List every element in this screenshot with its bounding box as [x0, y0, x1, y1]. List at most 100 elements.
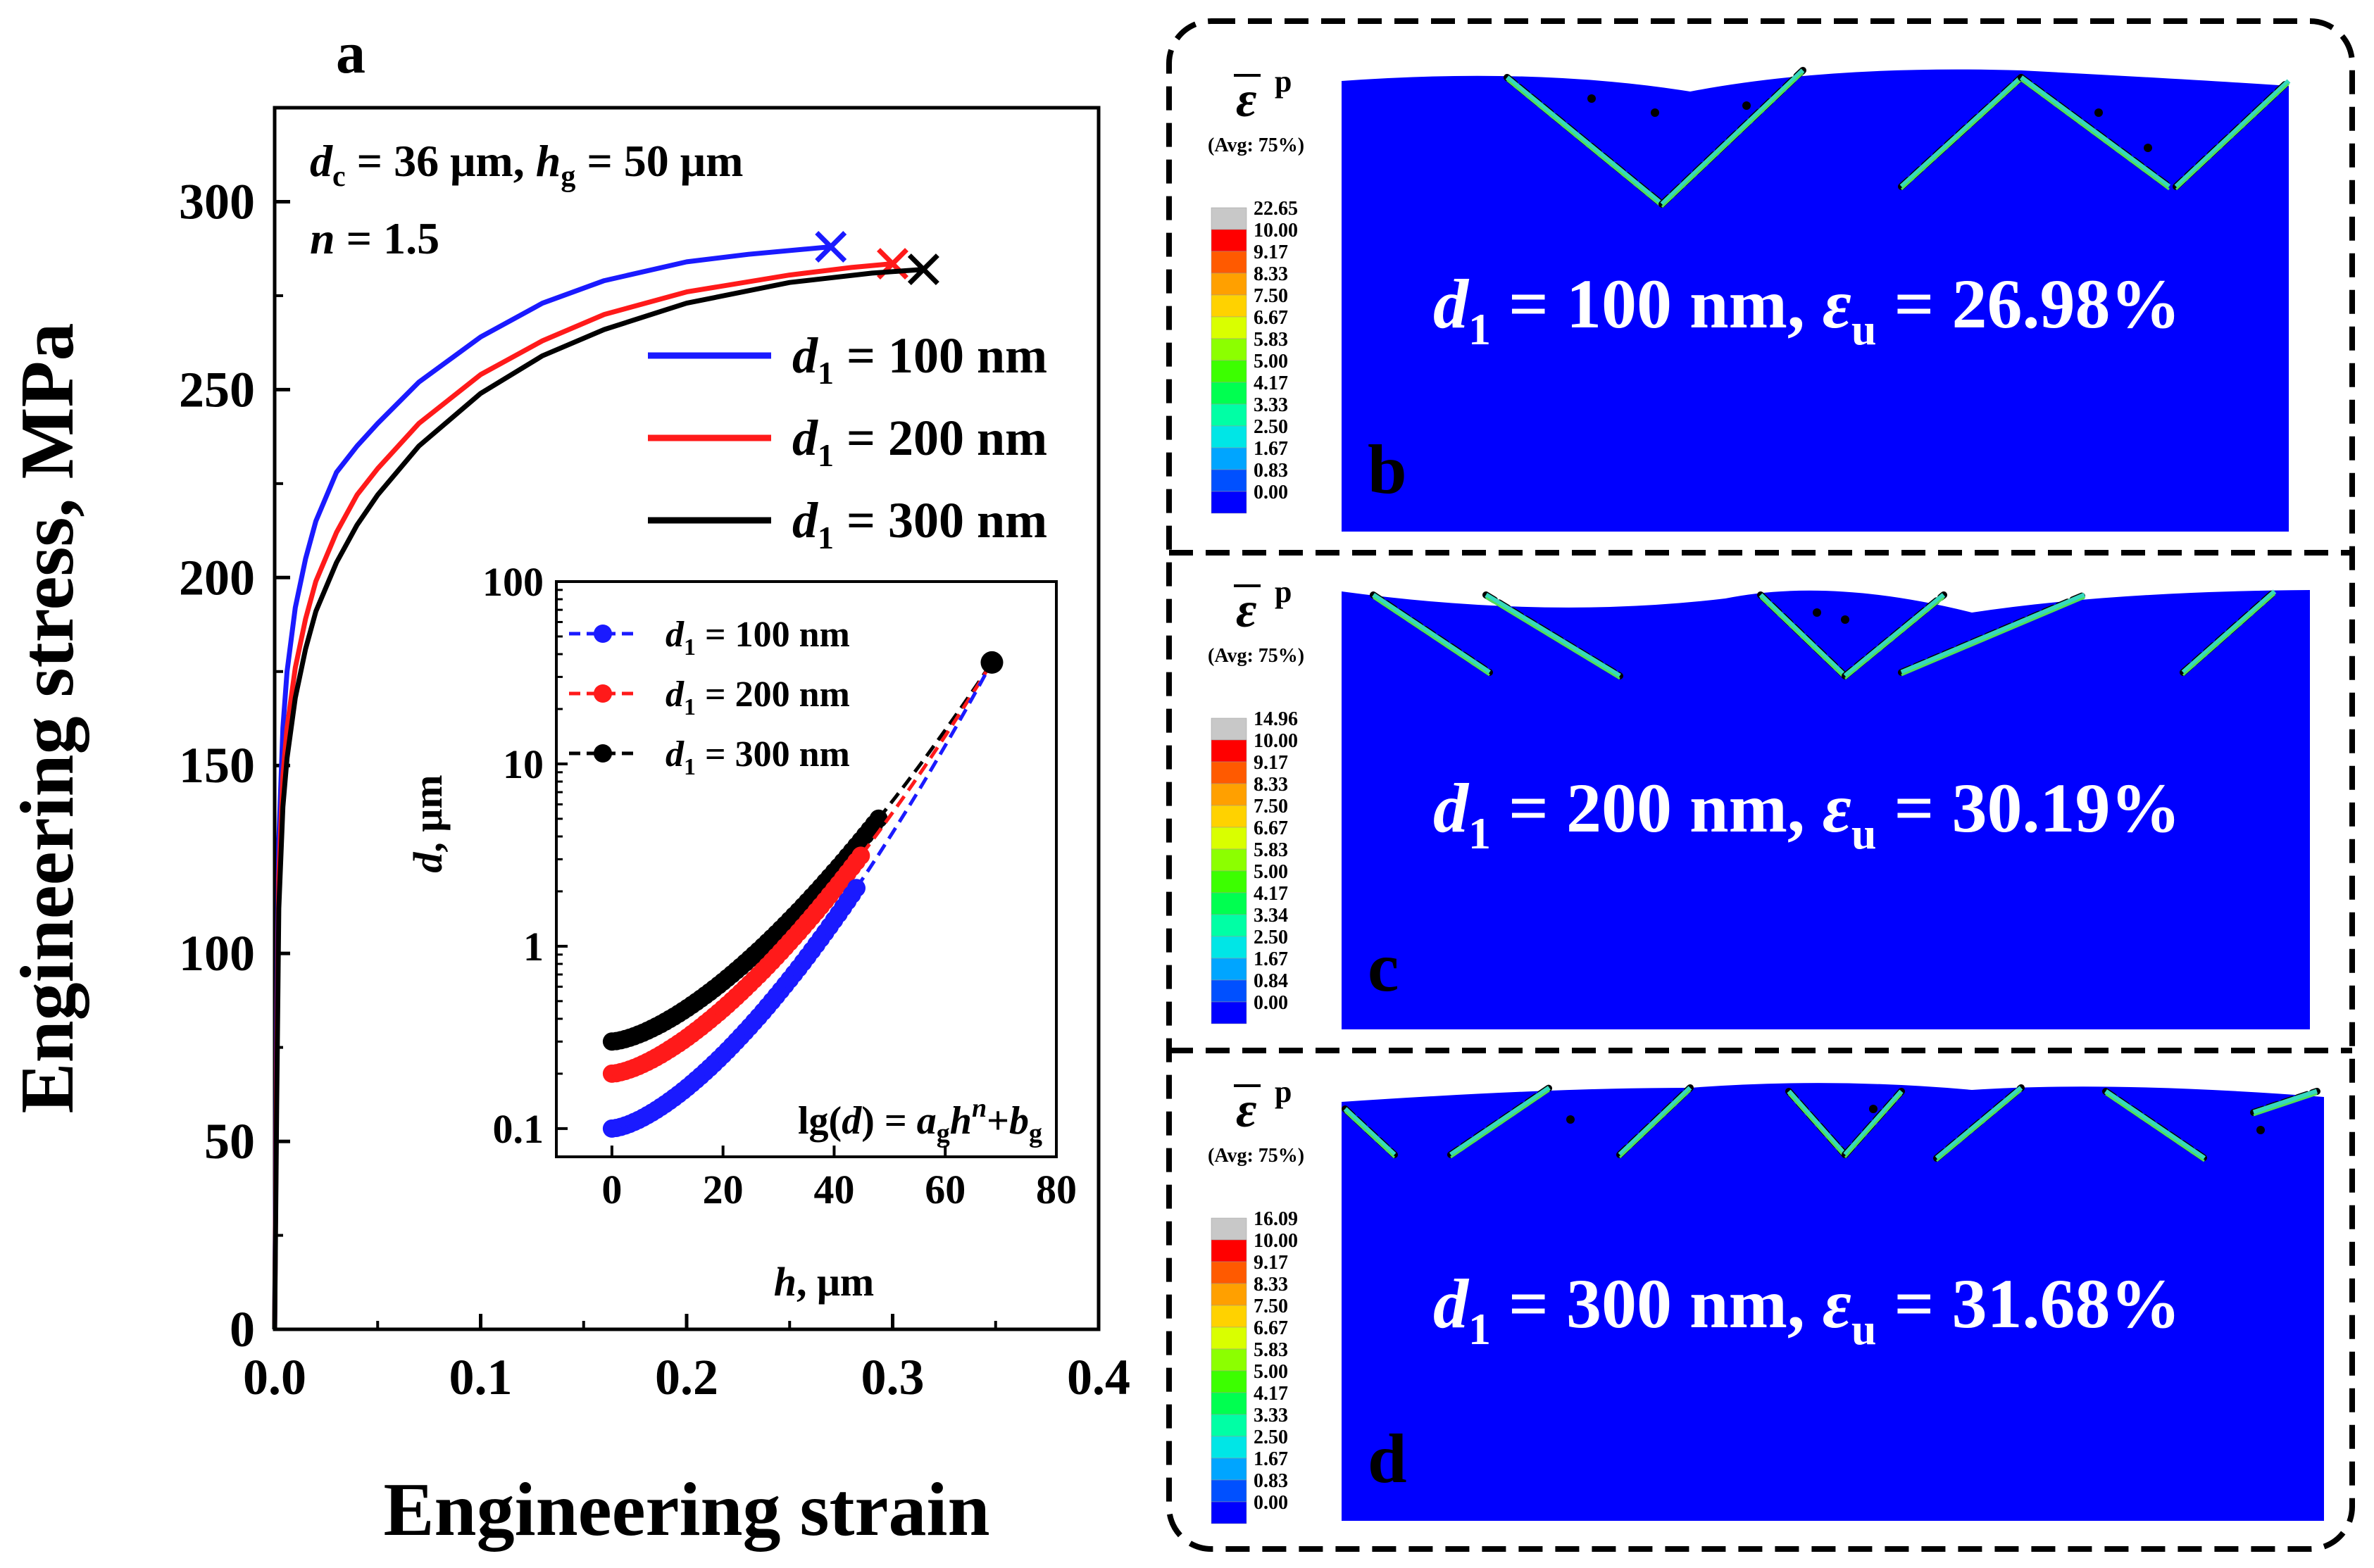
result-var: d [1433, 1265, 1470, 1343]
anno-var-n: n [310, 213, 335, 263]
inset-legend-marker-1 [594, 625, 612, 643]
inset-legend-label-3: d1 = 300 nm [666, 734, 850, 780]
formula-h-sup: n [972, 1093, 987, 1123]
inset-x-tick-label: 40 [813, 1167, 854, 1212]
colorbar-swatch [1211, 1392, 1247, 1415]
crack-core [1936, 1089, 2022, 1162]
y-tick-label: 200 [179, 549, 255, 606]
inset-point [847, 879, 866, 898]
colorbar-value: 2.50 [1254, 1426, 1288, 1448]
colorbar-value: 6.67 [1254, 1317, 1288, 1339]
legend-text: = 300 nm [834, 492, 1047, 548]
colorbar-swatch [1211, 1479, 1247, 1503]
legend-sub: 1 [818, 520, 834, 556]
legend-label-2: d1 = 200 nm [792, 410, 1047, 473]
panel-label-c: c [1368, 928, 1399, 1006]
colorbar-swatch [1211, 316, 1247, 339]
crack-band [1343, 1107, 1397, 1157]
colorbar-swatch [1211, 272, 1247, 296]
crack-band [1843, 1089, 1904, 1157]
inset-y-tick-label: 1 [523, 924, 544, 970]
inset-x-tick-label: 20 [703, 1167, 744, 1212]
colorbar-value: 5.83 [1254, 1339, 1288, 1361]
result-sub: 1 [1468, 1304, 1491, 1354]
inset-legend-label-2: d1 = 200 nm [666, 675, 850, 720]
fe-result-text: d1 = 300 nm, εu = 31.68% [1433, 1265, 2181, 1354]
crack-core [1661, 72, 1804, 208]
colorbar-swatch [1211, 1457, 1247, 1481]
colorbar-swatch [1211, 1370, 1247, 1393]
formula-b-sub: g [1029, 1119, 1042, 1148]
inset-legend-var: d [666, 675, 685, 715]
crack-core [1901, 596, 2085, 677]
formula-plus: + [987, 1099, 1009, 1143]
result-eps: ε [1823, 265, 1851, 343]
colorbar-swatch [1211, 403, 1247, 427]
crack-core [2182, 593, 2275, 677]
crack-band [1900, 592, 2086, 675]
colorbar-swatch [1211, 1348, 1247, 1372]
formula-mid: ) = [861, 1099, 917, 1143]
inset-legend-sub: 1 [684, 694, 696, 720]
panel-label-a: a [336, 20, 366, 86]
crack-band [1660, 68, 1805, 206]
inset-x-tick-label: 80 [1036, 1167, 1077, 1212]
crack-band [1372, 593, 1491, 675]
colorbar-swatch [1211, 491, 1247, 514]
inset-legend-sub: 1 [684, 634, 696, 660]
colorbar-swatch [1211, 1001, 1247, 1024]
fe-mesh-region [1342, 590, 2310, 1029]
colorbar-swatch [1211, 783, 1247, 806]
crack-band [1758, 593, 1847, 678]
crack-core [2253, 1093, 2318, 1117]
colorbar-swatch [1211, 382, 1247, 405]
colorbar-swatch [1211, 447, 1247, 470]
crack-core [1900, 79, 2023, 191]
inset-x-tick-label: 0 [601, 1167, 622, 1212]
result-eps: ε [1823, 769, 1851, 847]
inset-legend-var: d [666, 615, 685, 655]
colorbar-value: 10.00 [1254, 1230, 1298, 1252]
fe-outer-frame [1166, 18, 2355, 1552]
panel-label-d: d [1368, 1419, 1407, 1498]
anno-text-2: = 50 μm [575, 136, 743, 186]
crack-debris [1742, 101, 1751, 110]
colorbar-value: 1.67 [1254, 948, 1288, 970]
anno-var-hg: h [536, 136, 561, 186]
crack-core [1485, 596, 1620, 680]
colorbar-swatch [1211, 848, 1247, 872]
main-x-axis-label: Engineering strain [383, 1468, 989, 1552]
legend-text: = 100 nm [834, 327, 1047, 384]
crack-band [2252, 1089, 2318, 1115]
legend-var: d [792, 492, 818, 548]
crack-band [1899, 75, 2023, 189]
colorbar-value: 4.17 [1254, 1383, 1288, 1405]
crack-core [1759, 596, 1847, 680]
colorbar-swatch [1211, 914, 1247, 937]
anno-sub-c: c [332, 161, 346, 193]
annotation-exponent: n = 1.5 [310, 213, 439, 263]
x-tick-label: 0.3 [861, 1349, 925, 1405]
inset-series-group [602, 651, 1004, 1138]
colorbar-value: 8.33 [1254, 774, 1288, 796]
colorbar-swatch [1211, 739, 1247, 763]
colorbar-swatch [1211, 294, 1247, 318]
crack-core [1344, 1110, 1396, 1159]
inset-y-axis-label: d, μm [405, 774, 451, 872]
crack-band [1618, 1086, 1692, 1157]
crack-band [1787, 1089, 1847, 1157]
inset-legend-text: = 200 nm [696, 675, 850, 715]
colorbar-swatch [1211, 827, 1247, 850]
inset-formula: lg(d) = aghn+bg [798, 1093, 1042, 1148]
colorbar-value: 0.00 [1254, 992, 1288, 1014]
result-value: = 30.19% [1877, 769, 2181, 847]
crack-debris [1841, 615, 1849, 624]
colorbar-swatch [1211, 469, 1247, 492]
legend-sub: 1 [818, 437, 834, 473]
failure-marker-3 [907, 253, 939, 286]
colorbar-swatch [1211, 979, 1247, 1003]
crack-debris [2094, 108, 2103, 117]
y-tick-label: 100 [179, 925, 255, 981]
